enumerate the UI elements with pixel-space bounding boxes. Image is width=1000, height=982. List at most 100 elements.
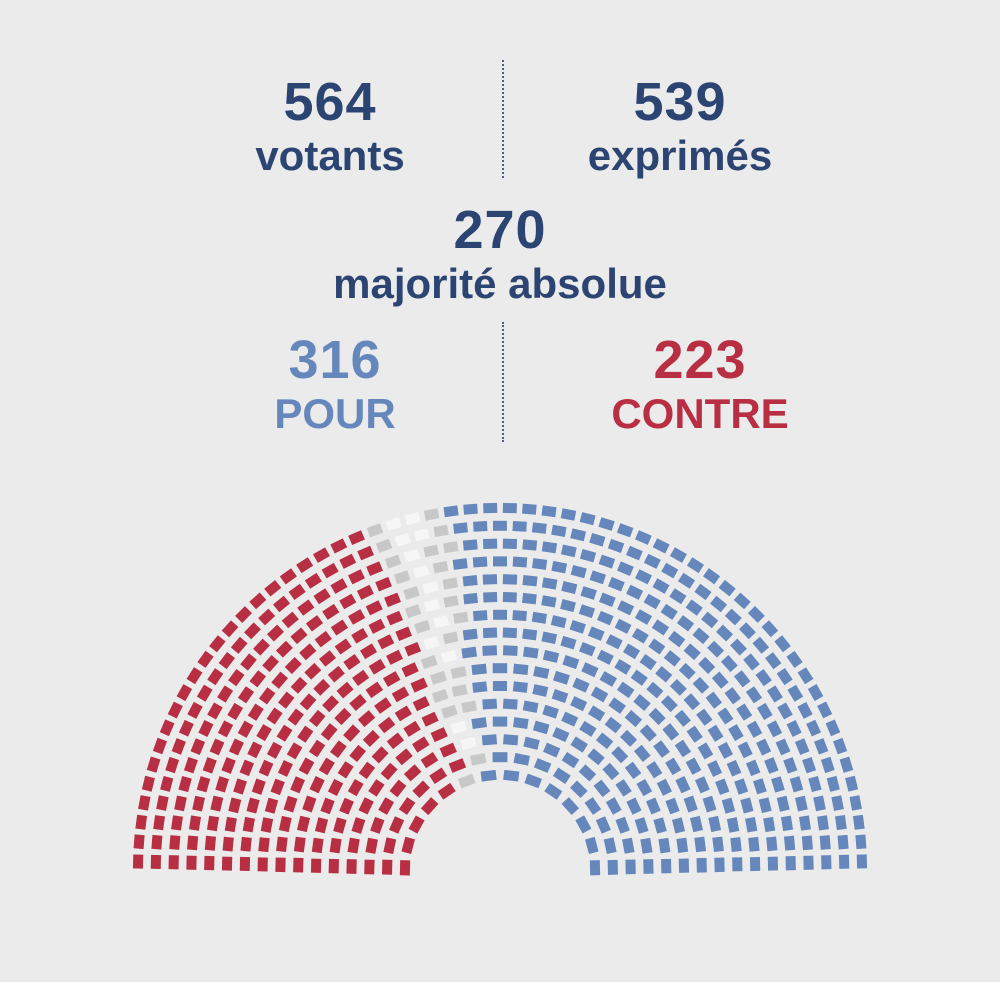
seat-pour (808, 776, 822, 793)
seat-contre (368, 779, 385, 797)
seat-pour (694, 583, 712, 601)
seat-absent (424, 599, 440, 613)
seat-contre (246, 797, 260, 814)
seat-abstention (442, 631, 459, 645)
seat-contre (328, 858, 339, 874)
seat-pour (524, 773, 542, 789)
seat-pour (607, 859, 618, 875)
seat-pour (452, 558, 468, 570)
seat-pour (736, 703, 753, 721)
seat-pour (512, 521, 527, 532)
seat-abstention (451, 684, 468, 697)
seat-contre (167, 701, 183, 719)
seat-abstention (393, 570, 411, 585)
seat-pour (604, 716, 622, 734)
seat-contre (277, 691, 295, 709)
seat-contre (222, 836, 234, 852)
seat-pour (615, 779, 632, 797)
seat-pour (787, 684, 804, 702)
seat-pour (493, 556, 507, 567)
seat-pour (692, 627, 710, 645)
seat-contre (174, 795, 187, 812)
seat-pour (634, 530, 652, 545)
seat-abstention (423, 544, 440, 558)
seat-pour (585, 836, 599, 855)
seat-pour (561, 581, 578, 595)
seat-contre (330, 538, 348, 554)
seat-pour (694, 776, 710, 794)
seat-pour (794, 738, 810, 755)
seat-contre (437, 782, 456, 800)
seat-contre (401, 836, 415, 854)
seat-pour (522, 503, 537, 515)
seat-contre (314, 630, 332, 648)
seat-pour (492, 663, 508, 674)
seat-abstention (431, 688, 449, 704)
seat-pour (598, 592, 616, 608)
seat-contre (264, 797, 279, 814)
seat-contre (176, 684, 193, 702)
seat-pour (819, 835, 831, 850)
seat-contre (178, 719, 194, 737)
seat-contre (237, 686, 255, 704)
seat-pour (674, 739, 692, 758)
bottom-divider (502, 322, 504, 442)
seat-pour (473, 521, 488, 532)
seat-pour (482, 645, 498, 656)
seat-contre (249, 592, 267, 610)
seat-contre (218, 652, 236, 670)
seat-contre (360, 643, 378, 660)
seat-pour (668, 630, 686, 648)
seat-contre (190, 738, 206, 755)
seat-pour (747, 606, 765, 623)
seat-contre (339, 797, 354, 815)
seat-pour (472, 681, 488, 693)
seat-pour (786, 650, 803, 669)
seat-contre (240, 836, 252, 852)
seat-contre (327, 665, 345, 683)
seat-pour (676, 837, 689, 854)
seat-contre (286, 742, 303, 760)
seat-contre (321, 562, 339, 579)
seat-contre (398, 797, 416, 815)
seat-pour (783, 757, 798, 774)
seat-pour (561, 751, 580, 769)
seat-pour (783, 835, 796, 851)
seat-contre (358, 797, 374, 815)
seat-contre (196, 776, 211, 793)
seat-contre (209, 738, 225, 756)
seat-contre (135, 814, 148, 830)
seat-contre (152, 737, 167, 755)
seat-contre (204, 855, 215, 871)
seat-contre (258, 687, 276, 705)
seat-pour (587, 705, 606, 722)
seat-contre (256, 724, 272, 742)
seat-pour (502, 538, 518, 550)
seat-pour (550, 615, 567, 629)
seat-pour (635, 569, 652, 585)
seat-contre (298, 757, 315, 775)
seat-pour (482, 538, 498, 550)
seat-contre (266, 624, 285, 642)
seat-pour (646, 681, 664, 699)
seat-contre (275, 857, 286, 873)
seat-pour (522, 539, 538, 551)
seat-pour (686, 557, 704, 574)
seat-pour (596, 649, 614, 665)
seat-pour (634, 817, 649, 834)
seat-pour (678, 572, 696, 589)
seat-pour (820, 756, 835, 774)
seat-pour (570, 528, 587, 542)
seat-pour (795, 795, 808, 812)
seat-contre (394, 705, 412, 722)
seat-contre (217, 685, 234, 703)
seat-contre (233, 778, 247, 795)
pour-label: POUR (274, 390, 396, 437)
seat-contre (420, 752, 439, 769)
seat-contre (343, 653, 361, 671)
seat-pour (623, 643, 641, 660)
seat-contre (196, 684, 213, 702)
seat-pour (653, 817, 667, 834)
seat-pour (712, 836, 724, 853)
seat-contre (384, 592, 401, 608)
